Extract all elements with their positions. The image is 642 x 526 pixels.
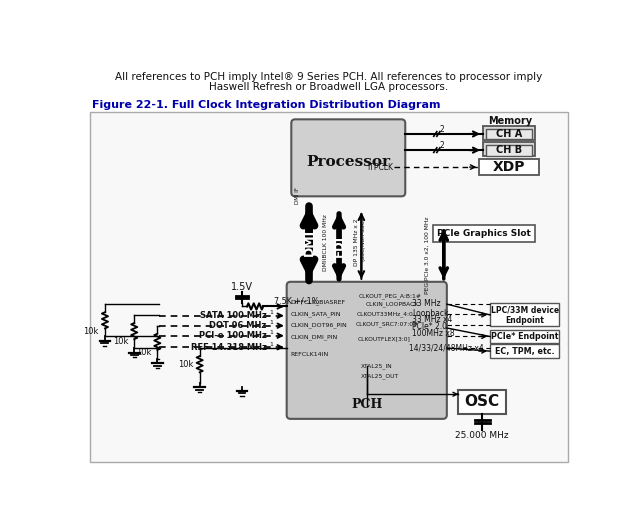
Text: LPC/33M device
Endpoint: LPC/33M device Endpoint bbox=[490, 305, 559, 325]
Text: 1.5V: 1.5V bbox=[231, 282, 253, 292]
Text: DIFFCLK_BIASREF: DIFFCLK_BIASREF bbox=[291, 299, 345, 305]
Text: CLKIN_LOOPBACK: CLKIN_LOOPBACK bbox=[365, 301, 419, 307]
Bar bbox=[483, 126, 535, 140]
Text: 25.000 MHz: 25.000 MHz bbox=[455, 431, 509, 440]
Text: DMIIBCLK 100 MHz: DMIIBCLK 100 MHz bbox=[323, 214, 327, 271]
Text: 33 MHz
Loopback: 33 MHz Loopback bbox=[412, 299, 449, 318]
Text: DMI: DMI bbox=[302, 229, 315, 256]
Bar bbox=[483, 143, 535, 156]
Text: CH B: CH B bbox=[496, 145, 523, 155]
Text: 1: 1 bbox=[269, 320, 273, 325]
Bar bbox=[490, 344, 559, 358]
Text: DP 135 MHz x 2: DP 135 MHz x 2 bbox=[354, 219, 360, 266]
Text: XDP: XDP bbox=[493, 160, 525, 174]
Text: All references to PCH imply Intel® 9 Series PCH. All references to processor imp: All references to PCH imply Intel® 9 Ser… bbox=[116, 73, 542, 83]
Bar bbox=[479, 159, 539, 175]
Bar bbox=[486, 145, 532, 156]
Text: XTAL25_OUT: XTAL25_OUT bbox=[361, 373, 399, 379]
Bar bbox=[89, 112, 569, 462]
Text: Haswell Refresh or Broadwell LGA processors.: Haswell Refresh or Broadwell LGA process… bbox=[209, 82, 449, 92]
Text: 2: 2 bbox=[440, 125, 445, 134]
Text: 7.5K +/-1%: 7.5K +/-1% bbox=[274, 297, 320, 306]
Bar bbox=[490, 330, 559, 343]
Bar bbox=[478, 420, 486, 423]
Text: CLKOUTFLEX[3:0]: CLKOUTFLEX[3:0] bbox=[358, 336, 410, 341]
Text: vr-zone.com: vr-zone.com bbox=[223, 413, 387, 437]
Text: 10k: 10k bbox=[135, 348, 151, 357]
Text: XTAL25_IN: XTAL25_IN bbox=[361, 363, 392, 369]
Text: CLKIN_SATA_PIN: CLKIN_SATA_PIN bbox=[291, 311, 341, 317]
Text: CLKOUT_SRC7:07:0#: CLKOUT_SRC7:07:0# bbox=[355, 321, 418, 327]
Text: 1: 1 bbox=[269, 310, 273, 315]
Text: 10k: 10k bbox=[113, 337, 128, 346]
Text: CH A: CH A bbox=[496, 129, 523, 139]
Text: 14/33/24/48MHz x4: 14/33/24/48MHz x4 bbox=[409, 343, 484, 352]
Text: CLKOUT_PEG_A:B:1#: CLKOUT_PEG_A:B:1# bbox=[359, 293, 422, 298]
Text: 1: 1 bbox=[269, 342, 273, 347]
Bar bbox=[433, 225, 535, 242]
Text: Processor: Processor bbox=[306, 155, 390, 169]
FancyBboxPatch shape bbox=[287, 282, 447, 419]
Text: EC, TPM, etc.: EC, TPM, etc. bbox=[495, 347, 555, 356]
Bar bbox=[490, 304, 559, 327]
Text: Figure 22-1. Full Clock Integration Distribution Diagram: Figure 22-1. Full Clock Integration Dist… bbox=[92, 100, 440, 110]
Text: PCIe Graphics Slot: PCIe Graphics Slot bbox=[437, 229, 531, 238]
Text: 2: 2 bbox=[440, 141, 445, 150]
Text: ITPCLK: ITPCLK bbox=[368, 163, 394, 171]
Text: CLKIN_DMI_PIN: CLKIN_DMI_PIN bbox=[291, 335, 338, 340]
Text: PCIe* 2.0: PCIe* 2.0 bbox=[412, 322, 447, 331]
Text: DOT 96 MHz: DOT 96 MHz bbox=[209, 321, 266, 330]
Text: 10k: 10k bbox=[83, 327, 99, 336]
Text: PCIe* Endpoint: PCIe* Endpoint bbox=[491, 332, 559, 341]
Text: 10k: 10k bbox=[178, 360, 193, 369]
Text: CLKIN_DOT96_PIN: CLKIN_DOT96_PIN bbox=[291, 322, 347, 328]
Bar bbox=[458, 390, 506, 414]
Text: REF 14.318 MHz: REF 14.318 MHz bbox=[191, 343, 266, 352]
Text: SATA 100 MHz: SATA 100 MHz bbox=[200, 311, 266, 320]
Text: DMI IF: DMI IF bbox=[295, 187, 300, 204]
Text: PCH: PCH bbox=[351, 399, 383, 411]
Text: REFCLK14IN: REFCLK14IN bbox=[291, 352, 329, 357]
Text: OSC: OSC bbox=[465, 394, 500, 409]
Text: 100MHz x8: 100MHz x8 bbox=[412, 329, 455, 338]
Text: Memory: Memory bbox=[488, 116, 532, 126]
FancyBboxPatch shape bbox=[291, 119, 405, 196]
Text: PCI-e 100 MHz: PCI-e 100 MHz bbox=[199, 331, 266, 340]
Text: FDI: FDI bbox=[333, 235, 345, 257]
Text: 33 MHz x4: 33 MHz x4 bbox=[412, 315, 453, 324]
Text: PEG PCIe 3.0 x2, 100 MHz: PEG PCIe 3.0 x2, 100 MHz bbox=[424, 217, 429, 295]
Bar bbox=[486, 128, 532, 139]
Text: (SSC/Non-SSC): (SSC/Non-SSC) bbox=[360, 217, 365, 261]
Text: CLKOUT33MHz_4:0: CLKOUT33MHz_4:0 bbox=[357, 311, 413, 317]
Text: 1: 1 bbox=[269, 330, 273, 335]
